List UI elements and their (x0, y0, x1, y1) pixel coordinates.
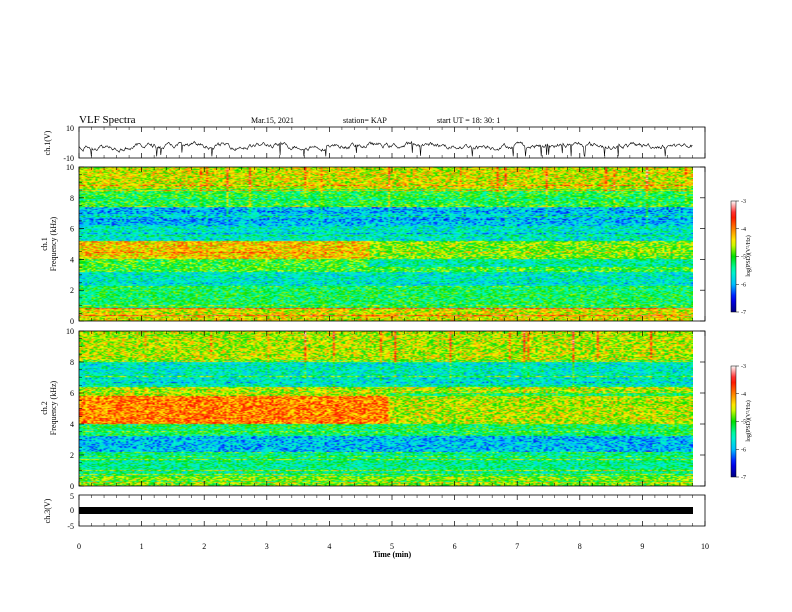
ch1-waveform-ylabel: ch.1(V) (43, 130, 52, 155)
ch1-ytick-top: 10 (66, 124, 74, 133)
colorbar-tick-label: -7 (741, 475, 746, 481)
ch1-waveform-panel: 10 -10 ch.1(V) (43, 124, 706, 163)
figure-title: VLF Spectra (79, 114, 136, 126)
ch1-spectrogram-ylabel-1: ch.1 (40, 237, 49, 251)
ch1-colorbar-label: log(PSD)(V²/Hz) (745, 235, 752, 276)
station-label: station= KAP (343, 116, 387, 125)
y-tick-label: 0 (70, 317, 74, 326)
x-tick-label: 8 (578, 542, 582, 551)
ch3-ytick-top: 5 (70, 492, 74, 501)
y-tick-label: 8 (70, 194, 74, 203)
x-tick-label: 9 (640, 542, 644, 551)
x-tick-label: 0 (77, 542, 81, 551)
x-tick-label: 5 (390, 542, 394, 551)
y-tick-label: 2 (70, 286, 74, 295)
x-tick-label: 2 (202, 542, 206, 551)
x-tick-label: 3 (265, 542, 269, 551)
y-tick-label: 6 (70, 389, 74, 398)
y-tick-label: 0 (70, 482, 74, 491)
ch2-spectrogram-ylabel-1: ch.2 (40, 401, 49, 415)
ch1-spectrogram-image (79, 167, 693, 321)
x-tick-label: 10 (701, 542, 709, 551)
x-tick-label: 6 (453, 542, 457, 551)
y-tick-label: 8 (70, 358, 74, 367)
ch3-ytick-mid: 0 (70, 506, 74, 515)
colorbar-tick-label: -7 (741, 310, 746, 316)
ch2-colorbar-label: log(PSD)(V²/Hz) (745, 400, 752, 441)
x-tick-label: 7 (515, 542, 519, 551)
y-tick-label: 6 (70, 225, 74, 234)
ch1-waveform-trace (78, 140, 693, 158)
ch1-ytick-bottom: -10 (63, 154, 74, 163)
colorbar-tick-label: -3 (741, 199, 746, 205)
y-tick-label: 10 (66, 163, 74, 172)
colorbar-tick-label: -5 (741, 255, 746, 261)
ch1-colorbar (730, 200, 737, 313)
ch3-waveform-ylabel: ch.3(V) (43, 498, 52, 523)
ch3-waveform-trace (79, 507, 693, 514)
ch1-spectrogram-ylabel-2: Frequency (kHz) (49, 216, 58, 271)
colorbar-tick-label: -4 (741, 392, 746, 398)
ch3-ytick-bottom: -5 (67, 522, 74, 531)
ch2-colorbar (730, 365, 737, 478)
colorbar-tick-label: -4 (741, 227, 746, 233)
date-label: Mar.15, 2021 (251, 116, 294, 125)
y-tick-label: 10 (66, 327, 74, 336)
x-tick-label: 1 (140, 542, 144, 551)
ch1-waveform-frame (78, 126, 706, 159)
y-tick-label: 4 (70, 420, 74, 429)
colorbar-tick-label: -6 (741, 282, 746, 288)
ch2-spectrogram-ylabel-2: Frequency (kHz) (49, 380, 58, 435)
colorbar-tick-label: -6 (741, 447, 746, 453)
ch3-waveform-panel: 5 0 -5 ch.3(V) (43, 492, 706, 531)
x-tick-label: 4 (327, 542, 331, 551)
y-tick-label: 2 (70, 451, 74, 460)
x-axis-label: Time (min) (373, 550, 412, 559)
y-tick-label: 4 (70, 255, 74, 264)
colorbar-tick-label: -5 (741, 420, 746, 426)
start-time-label: start UT = 18: 30: 1 (437, 116, 500, 125)
colorbar-tick-label: -3 (741, 364, 746, 370)
ch2-spectrogram-image (79, 331, 693, 486)
